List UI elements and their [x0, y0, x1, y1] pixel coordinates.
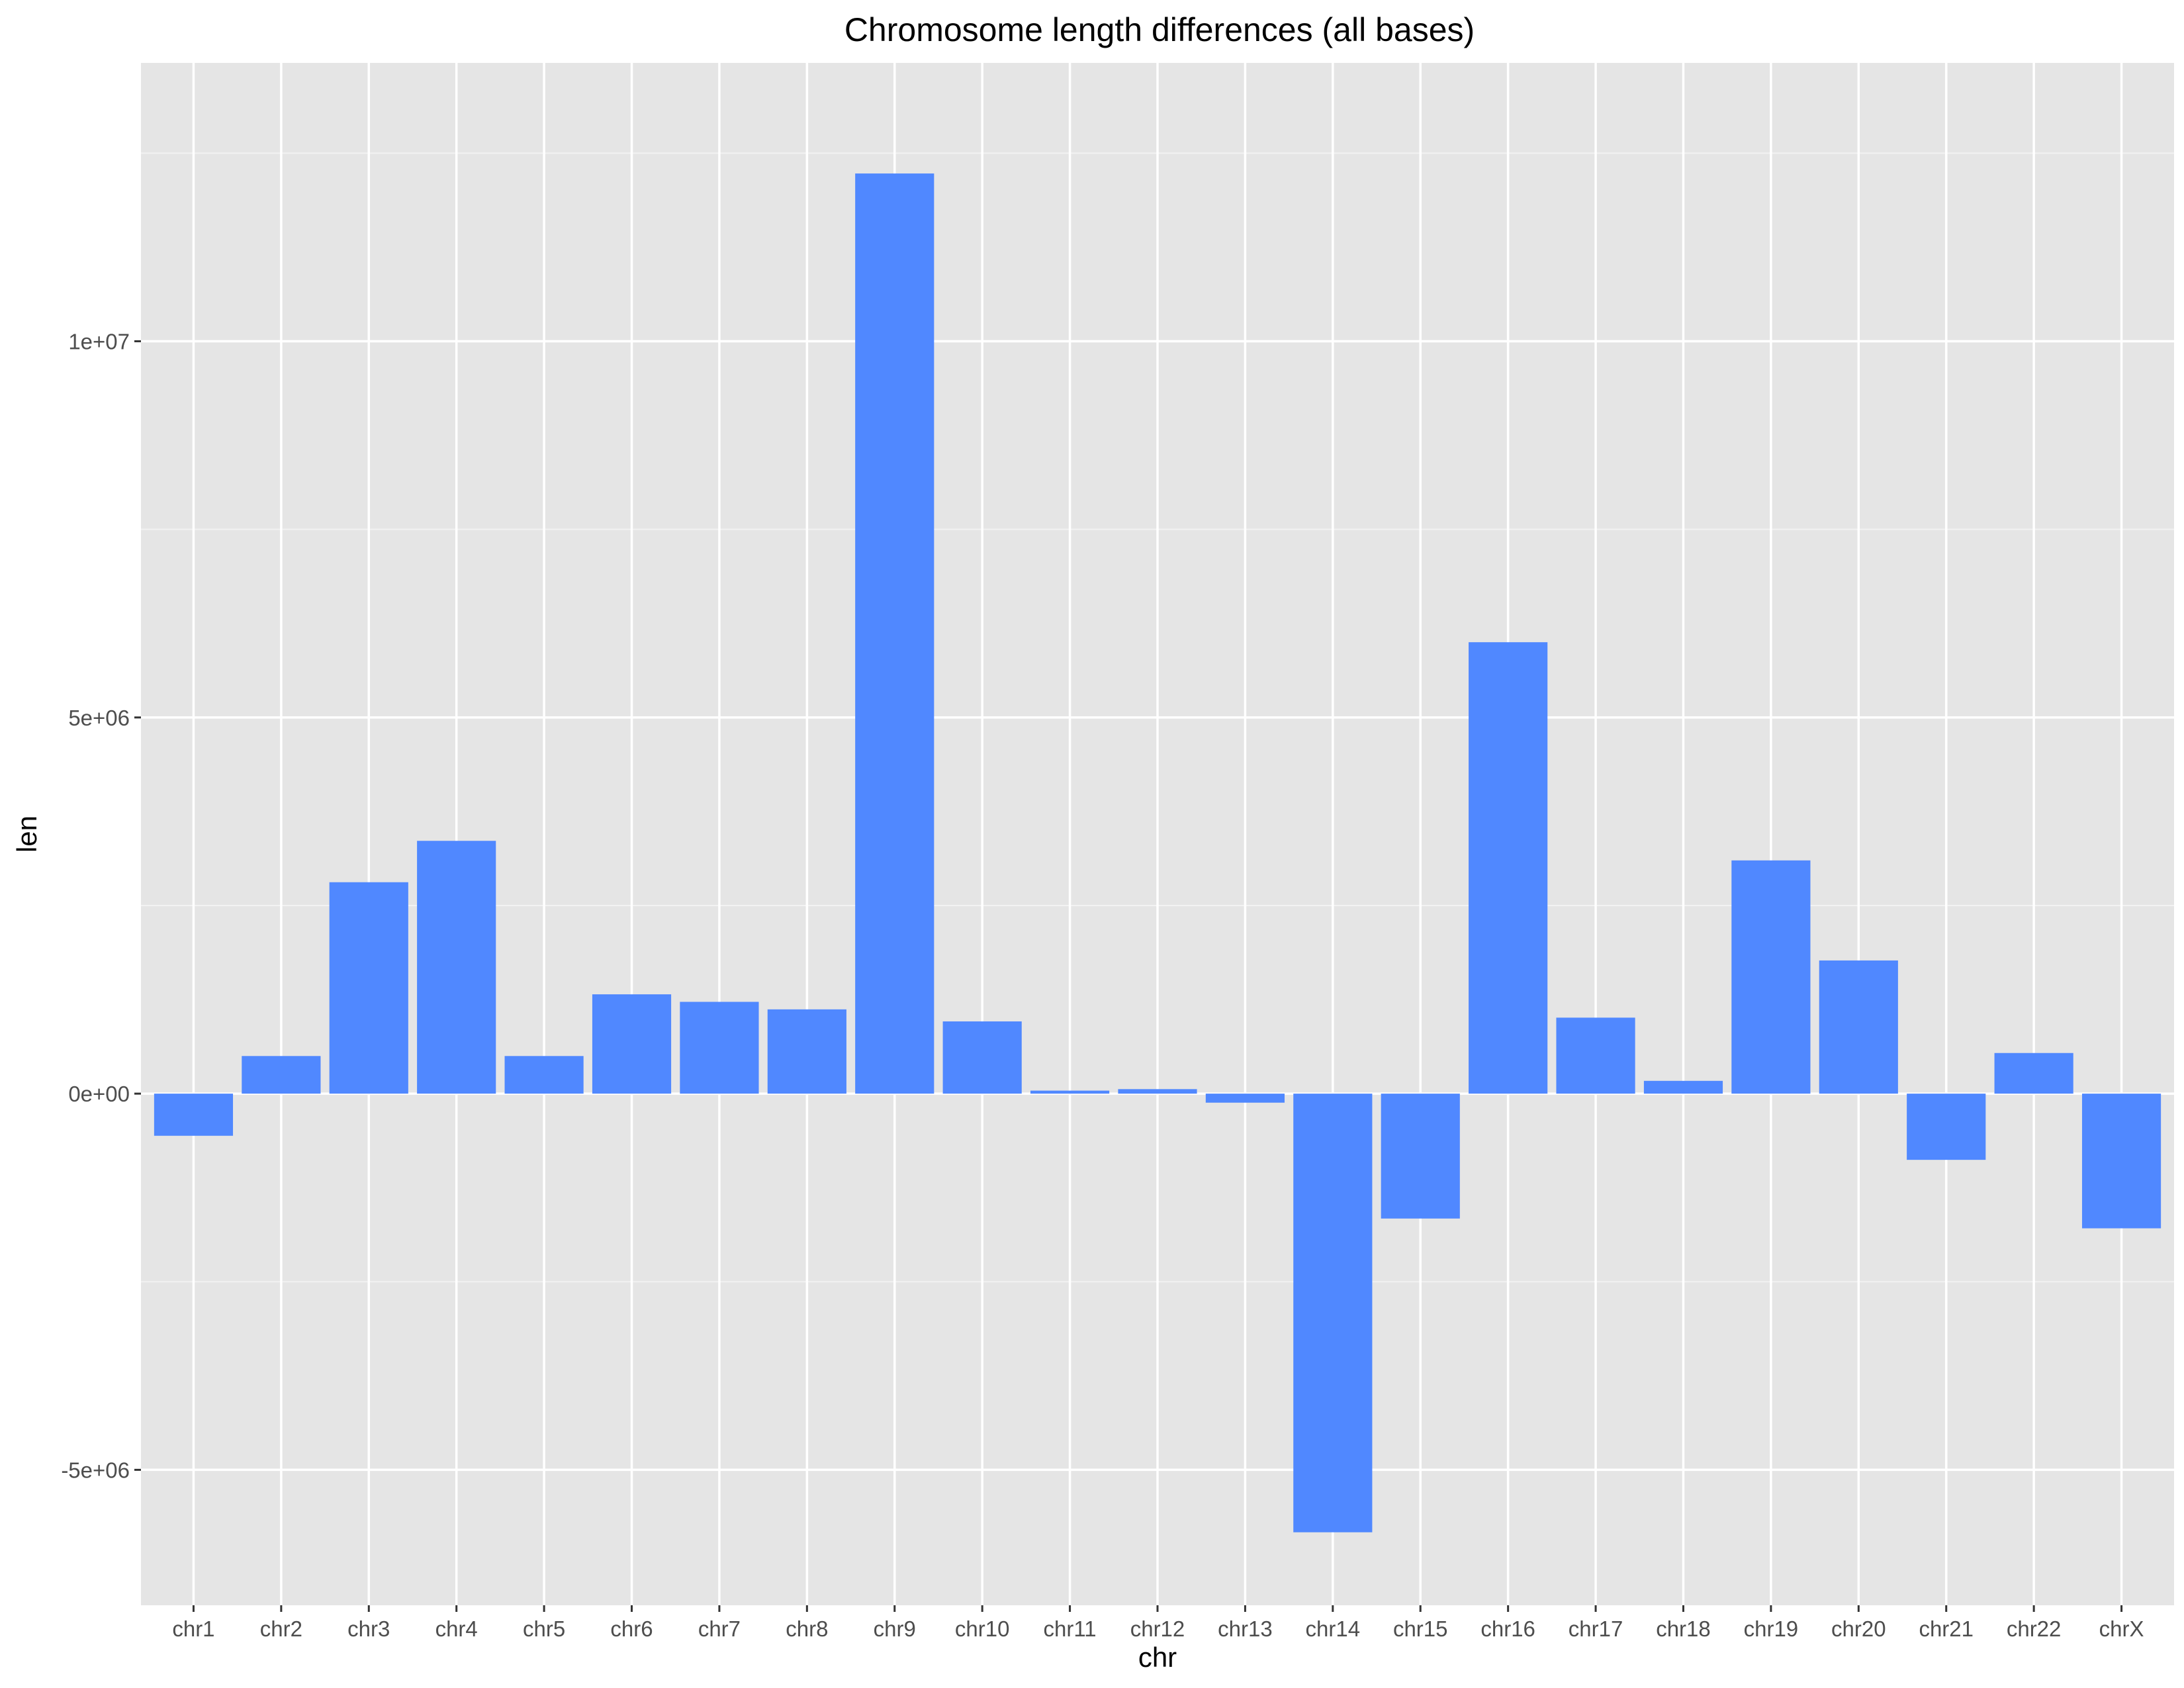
x-tick-label: chr20	[1831, 1617, 1886, 1641]
bar-chr19	[1731, 860, 1811, 1094]
x-tick-label: chr6	[610, 1617, 653, 1641]
x-axis-title: chr	[1138, 1642, 1177, 1673]
bar-chr12	[1118, 1089, 1197, 1094]
bar-chr11	[1030, 1090, 1110, 1094]
x-tick-label: chr15	[1393, 1617, 1448, 1641]
x-tick-label: chr4	[435, 1617, 478, 1641]
bar-chr17	[1556, 1017, 1635, 1094]
bar-chr10	[942, 1021, 1022, 1094]
bars-layer	[154, 173, 2161, 1532]
bar-chr4	[417, 841, 496, 1094]
x-tick-label: chr14	[1306, 1617, 1361, 1641]
bar-chr21	[1907, 1094, 1986, 1160]
x-tick-label: chrX	[2099, 1617, 2144, 1641]
x-tick-label: chr11	[1044, 1617, 1097, 1641]
x-tick-label: chr3	[347, 1617, 390, 1641]
x-tick-label: chr10	[955, 1617, 1010, 1641]
bar-chr20	[1819, 960, 1898, 1094]
x-tick-label: chr9	[874, 1617, 916, 1641]
bar-chr2	[242, 1056, 321, 1094]
bar-chr16	[1469, 642, 1548, 1094]
x-tick-label: chr5	[523, 1617, 565, 1641]
y-tick-label: 5e+06	[68, 706, 130, 730]
y-tick-label: -5e+06	[61, 1458, 130, 1482]
bar-chr15	[1381, 1094, 1460, 1219]
x-tick-label: chr21	[1919, 1617, 1974, 1641]
bar-chr22	[1994, 1053, 2073, 1094]
y-tick-label: 0e+00	[68, 1082, 130, 1106]
bar-chr18	[1643, 1080, 1723, 1094]
x-tick-label: chr13	[1218, 1617, 1273, 1641]
bar-chr8	[767, 1009, 846, 1094]
x-tick-label: chr16	[1480, 1617, 1535, 1641]
bar-chr13	[1205, 1094, 1285, 1103]
x-tick-label: chr2	[260, 1617, 302, 1641]
x-tick-label: chr22	[2007, 1617, 2062, 1641]
bar-chr1	[154, 1094, 234, 1136]
bar-chr7	[680, 1002, 759, 1094]
y-axis-title: len	[11, 816, 42, 853]
bar-chr9	[855, 173, 934, 1094]
x-tick-label: chr1	[172, 1617, 214, 1641]
x-axis: chr1 chr2 chr3 chr4 chr5 chr6 chr7 chr8 chr9 chr1…	[172, 1605, 2144, 1641]
bar-chr14	[1293, 1094, 1373, 1532]
x-tick-label: chr19	[1744, 1617, 1799, 1641]
x-tick-label: chr17	[1569, 1617, 1623, 1641]
bar-chrX	[2081, 1094, 2161, 1229]
y-axis: -5e+06 0e+00 5e+06 1e+07	[61, 330, 141, 1482]
bar-chr5	[504, 1056, 584, 1094]
x-tick-label: chr12	[1130, 1617, 1185, 1641]
bar-chr3	[329, 882, 408, 1094]
x-tick-label: chr18	[1656, 1617, 1711, 1641]
bar-chr6	[592, 994, 672, 1094]
y-tick-label: 1e+07	[68, 330, 130, 354]
x-tick-label: chr8	[786, 1617, 828, 1641]
chart-title: Chromosome length differences (all bases…	[844, 11, 1475, 48]
x-tick-label: chr7	[698, 1617, 741, 1641]
grid-layer	[141, 63, 2174, 1605]
